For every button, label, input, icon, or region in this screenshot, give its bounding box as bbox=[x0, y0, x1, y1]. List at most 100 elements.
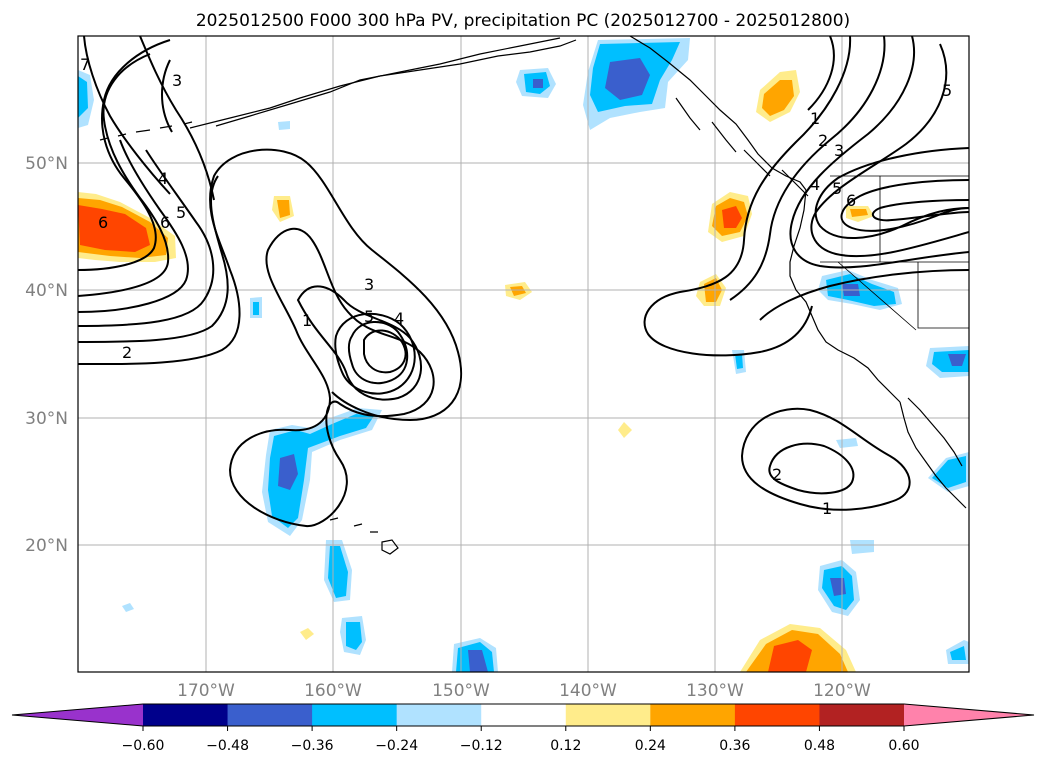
colorbar-segment bbox=[396, 704, 482, 726]
precip-region bbox=[346, 622, 362, 650]
figure-title: 2025012500 F000 300 hPa PV, precipitatio… bbox=[196, 11, 850, 31]
alaska-peninsula-coast bbox=[189, 39, 577, 129]
latitude-label: 50°N bbox=[25, 154, 68, 174]
pv-contour-line bbox=[78, 39, 171, 271]
colorbar-segment bbox=[481, 704, 567, 726]
precip-region bbox=[122, 603, 134, 612]
precip-region bbox=[735, 354, 743, 369]
colorbar-tick-label: −0.24 bbox=[375, 738, 418, 754]
pv-contour-line bbox=[759, 269, 969, 321]
pv-contour-line bbox=[789, 36, 969, 269]
pv-contour-line bbox=[228, 227, 435, 528]
baja-california-coast bbox=[907, 397, 963, 467]
pv-contour-line bbox=[139, 36, 215, 201]
colorbar-segment bbox=[565, 704, 651, 726]
bc-islands bbox=[675, 97, 809, 197]
colorbar-tick-label: 0.60 bbox=[888, 738, 919, 754]
colorbar-ticks: −0.60 −0.48 −0.36 −0.24 −0.12 0.12 0.24 0.36 0.4… bbox=[122, 726, 920, 754]
contour-labels: 7 3 4 5 6 6 2 1 3 5 4 5 1 2 3 4 5 6 2 1 bbox=[80, 55, 952, 518]
precip-region bbox=[722, 206, 742, 228]
precip-region bbox=[277, 200, 290, 218]
precip-region bbox=[268, 414, 374, 528]
pv-contour-line bbox=[78, 148, 463, 422]
colorbar: −0.60 −0.48 −0.36 −0.24 −0.12 0.12 0.24 0.36 0.4… bbox=[11, 703, 1035, 754]
longitude-label: 160°W bbox=[304, 681, 362, 701]
pv-contour-line bbox=[871, 199, 969, 222]
colorbar-segments bbox=[11, 703, 1035, 727]
precip-region bbox=[533, 79, 543, 88]
precip-region bbox=[948, 354, 966, 366]
pv-contour-line bbox=[643, 36, 852, 357]
colorbar-segment bbox=[143, 704, 229, 726]
colorbar-tick-label: 0.36 bbox=[719, 738, 750, 754]
pv-contour-line bbox=[78, 149, 215, 327]
precip-region bbox=[762, 80, 794, 116]
longitude-labels: 170°W 160°W 150°W 140°W 130°W 120°W bbox=[177, 681, 871, 701]
contour-label: 7 bbox=[80, 55, 90, 74]
pv-contours bbox=[78, 36, 969, 528]
precip-region bbox=[510, 286, 526, 296]
colorbar-segment bbox=[650, 704, 736, 726]
precip-region bbox=[618, 422, 632, 438]
precip-region bbox=[850, 540, 874, 554]
colorbar-segment bbox=[227, 704, 313, 726]
contour-label: 6 bbox=[160, 213, 170, 232]
latitude-label: 30°N bbox=[25, 409, 68, 429]
contour-label: 6 bbox=[846, 191, 856, 210]
contour-label: 3 bbox=[172, 71, 182, 90]
contour-label: 2 bbox=[122, 343, 132, 362]
colorbar-extend-max bbox=[904, 704, 1034, 726]
pv-contour-line bbox=[363, 329, 407, 374]
colorbar-segment bbox=[819, 704, 905, 726]
longitude-label: 170°W bbox=[177, 681, 235, 701]
colorbar-tick-label: 0.48 bbox=[804, 738, 835, 754]
contour-label: 4 bbox=[810, 175, 820, 194]
longitude-label: 120°W bbox=[813, 681, 871, 701]
pv-contour-line bbox=[768, 442, 855, 495]
hawaii-islands bbox=[329, 517, 399, 555]
longitude-label: 150°W bbox=[432, 681, 490, 701]
contour-label: 2 bbox=[772, 465, 782, 484]
precip-region bbox=[278, 454, 298, 490]
precip-region bbox=[78, 205, 150, 252]
pv-contour-line bbox=[78, 175, 229, 343]
contour-label: 4 bbox=[158, 169, 168, 188]
map-frame bbox=[77, 35, 970, 673]
latitude-label: 40°N bbox=[25, 281, 68, 301]
map-panel: 7 3 4 5 6 6 2 1 3 5 4 5 1 2 3 4 5 6 2 1 bbox=[77, 35, 970, 673]
contour-label: 3 bbox=[364, 275, 374, 294]
contour-label: 1 bbox=[302, 311, 312, 330]
precip-region bbox=[278, 121, 290, 130]
contour-label: 5 bbox=[942, 81, 952, 100]
longitude-label: 140°W bbox=[559, 681, 617, 701]
precip-region bbox=[932, 456, 966, 488]
contour-label: 2 bbox=[818, 131, 828, 150]
precip-region bbox=[300, 628, 314, 640]
contour-label: 3 bbox=[834, 141, 844, 160]
contour-label: 1 bbox=[822, 499, 832, 518]
precip-region bbox=[850, 209, 868, 217]
precipitation-shading bbox=[78, 38, 969, 672]
precip-region bbox=[253, 302, 259, 315]
precip-region bbox=[468, 650, 488, 672]
pv-contour-line bbox=[334, 312, 416, 395]
colorbar-tick-label: 0.12 bbox=[550, 738, 581, 754]
pv-contour-line bbox=[729, 36, 886, 301]
contour-label: 6 bbox=[98, 213, 108, 232]
colorbar-tick-label: −0.36 bbox=[291, 738, 334, 754]
contour-label: 5 bbox=[364, 307, 374, 326]
alaska-panhandle-coast bbox=[629, 36, 807, 191]
pv-contour-line bbox=[83, 36, 171, 195]
latitude-labels: 50°N 40°N 30°N 20°N bbox=[25, 154, 68, 556]
alaska-peninsula-coast bbox=[215, 37, 561, 127]
colorbar-segment bbox=[734, 704, 820, 726]
precip-region bbox=[78, 76, 88, 118]
colorbar-extend-min bbox=[12, 704, 143, 726]
precip-region bbox=[950, 646, 966, 660]
colorbar-tick-label: 0.24 bbox=[635, 738, 666, 754]
pv-contour-line bbox=[348, 320, 409, 385]
graticule bbox=[78, 36, 969, 672]
us-west-coast bbox=[789, 189, 901, 403]
pv-contour-line bbox=[78, 139, 189, 313]
